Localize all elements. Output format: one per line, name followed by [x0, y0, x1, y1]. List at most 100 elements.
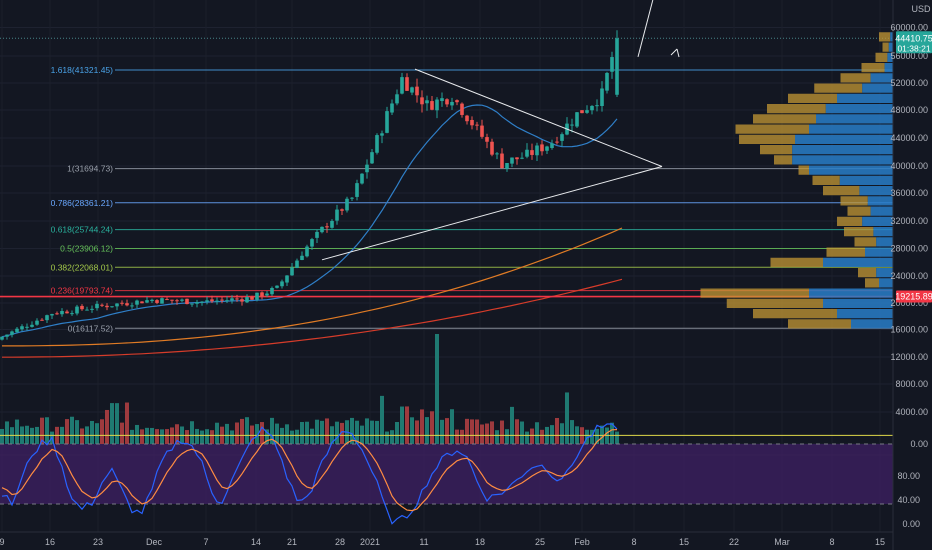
volume-bar: [465, 418, 469, 444]
fib-label: 1.618(41321.45): [51, 65, 114, 75]
candle-body: [510, 157, 514, 164]
volume-profile-bar: [753, 309, 837, 319]
volume-profile-bar: [851, 319, 893, 329]
volume-bar: [185, 430, 189, 444]
volume-bar: [90, 420, 94, 444]
time-tick-label: Mar: [774, 537, 790, 547]
volume-bar: [110, 403, 114, 444]
volume-profile-bar: [847, 206, 871, 216]
volume-profile-bar: [890, 32, 893, 42]
candle-body: [190, 303, 194, 305]
candle-body: [290, 267, 294, 276]
volume-bar: [195, 428, 199, 444]
volume-profile-bar: [844, 227, 874, 237]
volume-bar: [215, 422, 219, 444]
candle-body: [225, 300, 229, 302]
time-tick-label: 8: [829, 537, 834, 547]
volume-bar: [440, 419, 444, 444]
candle-body: [335, 209, 339, 221]
volume-bar: [610, 422, 614, 444]
volume-bar: [135, 424, 139, 444]
candle-body: [445, 99, 449, 105]
volume-bar: [445, 418, 449, 444]
volume-profile-bar: [854, 237, 877, 247]
ma-fast-line: [1, 104, 618, 338]
volume-bar: [515, 419, 519, 444]
support-price-label: 19215.89: [895, 292, 932, 302]
candle-body: [325, 226, 329, 228]
volume-profile-bar: [865, 247, 893, 257]
volume-bar: [360, 425, 364, 444]
volume-bar: [585, 429, 589, 444]
price-tick-label: 0.00: [910, 439, 928, 449]
volume-profile-bar: [739, 134, 795, 144]
candle-body: [455, 100, 459, 103]
time-tick-label: 2021: [360, 537, 380, 547]
candle-body: [85, 309, 89, 311]
triangle-lower-line: [321, 166, 663, 261]
time-tick-label: 9: [0, 537, 5, 547]
price-tick-label: 28000.00: [890, 244, 928, 254]
candle-body: [615, 38, 619, 95]
volume-bar: [500, 420, 504, 444]
candle-body: [135, 300, 139, 305]
volume-bar: [355, 420, 359, 444]
fib-label: 0.786(28361.21): [51, 198, 114, 208]
candle-body: [95, 303, 99, 309]
volume-bar: [280, 427, 284, 444]
volume-profile-bar: [823, 257, 893, 267]
candle-body: [360, 173, 364, 184]
price-tick-label: 44000.00: [890, 133, 928, 143]
candle-body: [540, 144, 544, 152]
time-tick-label: 25: [535, 537, 545, 547]
candle-body: [140, 301, 144, 304]
candle-body: [200, 301, 204, 303]
fib-label: 0.618(25744.24): [51, 225, 114, 235]
volume-profile-bar: [760, 145, 793, 155]
candle-body: [545, 146, 549, 151]
volume-bar: [210, 430, 214, 444]
volume-bar: [410, 417, 414, 444]
volume-profile-bar: [837, 309, 893, 319]
volume-bar: [570, 420, 574, 444]
volume-bar: [120, 422, 124, 444]
volume-bar: [105, 409, 109, 444]
volume-bar: [475, 419, 479, 444]
volume-bar: [155, 429, 159, 444]
triangle-pattern: [321, 0, 680, 261]
volume-bar: [375, 420, 379, 444]
volume-bar: [145, 427, 149, 444]
candle-body: [275, 285, 279, 288]
volume-bar: [435, 334, 439, 444]
fib-label: 1(31694.73): [67, 164, 113, 174]
candle-body: [570, 124, 574, 126]
volume-bar: [485, 423, 489, 444]
volume-profile-bar: [816, 114, 893, 124]
candle-body: [180, 299, 184, 301]
volume-profile-bar: [812, 175, 840, 185]
price-tick-label: 32000.00: [890, 216, 928, 226]
stoch-d-line: [1, 429, 618, 512]
candle-body: [460, 103, 464, 115]
support-price-tag: [896, 290, 932, 303]
candle-body: [240, 299, 244, 302]
candle-body: [395, 94, 399, 104]
candle-body: [465, 115, 469, 122]
volume-profile-bar: [788, 319, 851, 329]
volume-bar: [240, 418, 244, 444]
volume-bar: [125, 402, 129, 444]
volume-profile-bar: [700, 288, 809, 298]
volume-bar: [25, 425, 29, 444]
volume-bar: [15, 419, 19, 444]
volume-bar: [285, 424, 289, 444]
candle-body: [305, 246, 309, 257]
volume-bar: [265, 429, 269, 444]
volume-bar: [470, 419, 474, 444]
volume-bar: [245, 417, 249, 444]
volume-bar: [550, 425, 554, 444]
candle-body: [385, 111, 389, 133]
candle-body: [195, 302, 199, 304]
volume-profile-bar: [726, 298, 823, 308]
candle-body: [515, 157, 519, 160]
